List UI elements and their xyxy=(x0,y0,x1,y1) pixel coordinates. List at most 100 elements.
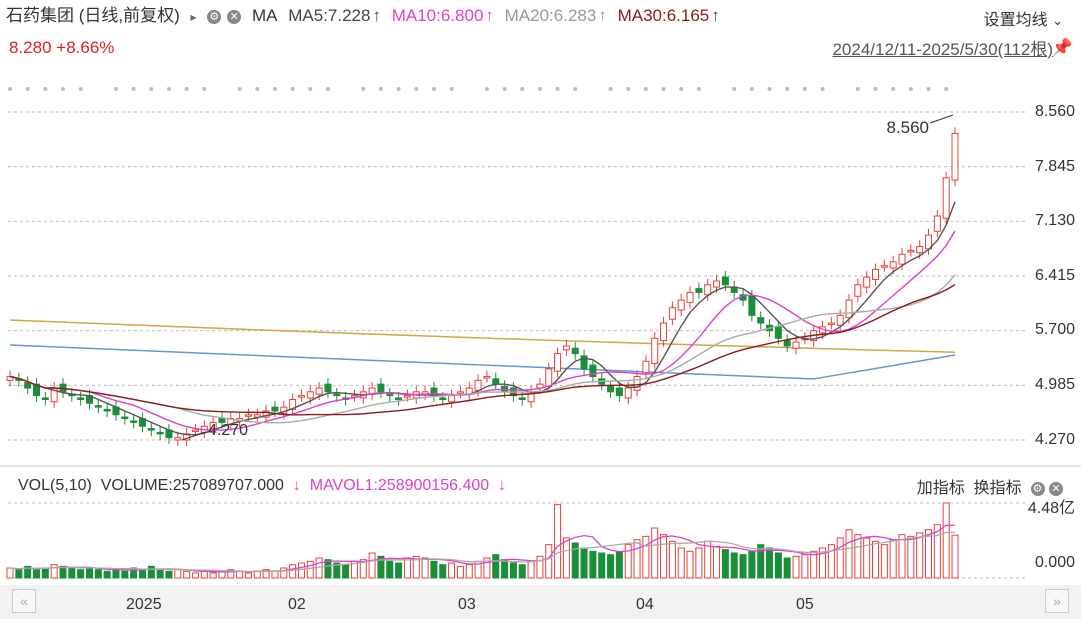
candle-body xyxy=(191,429,199,433)
event-marker xyxy=(696,87,701,91)
event-marker xyxy=(520,87,525,91)
volume-bar xyxy=(253,570,261,579)
y-tick-label: 4.985 xyxy=(1034,376,1075,393)
candle-body xyxy=(456,391,464,394)
volume-bar xyxy=(721,549,729,579)
candle-body xyxy=(492,378,500,385)
date-range[interactable]: 2024/12/11-2025/5/30(112根) xyxy=(832,40,1053,59)
gear-icon[interactable]: ⚙ xyxy=(207,10,222,24)
low-arrow xyxy=(181,431,207,441)
candle-body xyxy=(156,431,164,435)
volume-bar xyxy=(695,547,703,579)
candle-body xyxy=(218,418,226,423)
ma10-line xyxy=(9,230,956,431)
candle-body xyxy=(24,382,32,389)
candle-body xyxy=(315,387,323,395)
event-marker xyxy=(785,87,790,91)
event-marker xyxy=(60,87,65,91)
pin-icon[interactable]: 📌 xyxy=(1051,38,1073,57)
event-marker xyxy=(325,87,330,91)
volume-bar xyxy=(545,544,553,579)
switch-indicator-button[interactable]: 换指标 xyxy=(973,480,1022,497)
volume-bar xyxy=(41,567,49,579)
expand-arrow-icon[interactable]: ▸ xyxy=(190,10,197,24)
candle-body xyxy=(147,428,155,431)
volume-bar xyxy=(359,559,367,579)
event-marker xyxy=(25,87,30,91)
event-marker xyxy=(272,87,277,91)
candle-body xyxy=(668,307,676,320)
y-tick-label: 5.700 xyxy=(1034,321,1075,338)
down-arrow-icon: ↓ xyxy=(292,477,301,494)
candle-body xyxy=(571,347,579,355)
event-marker xyxy=(361,87,366,91)
timeline-scrollbar[interactable]: « » xyxy=(0,585,1081,619)
candle-body xyxy=(333,393,341,397)
event-marker xyxy=(202,87,207,91)
scroll-left-icon[interactable]: « xyxy=(12,589,36,613)
x-tick-label: 2025 xyxy=(126,596,162,613)
candle-body xyxy=(651,337,659,365)
volume-bar xyxy=(368,552,376,579)
volume-bar xyxy=(942,502,950,579)
event-marker xyxy=(502,87,507,91)
volume-bar xyxy=(571,542,579,579)
volume-bar xyxy=(68,567,76,579)
candle-body xyxy=(271,406,279,412)
volume-bar xyxy=(412,555,420,579)
event-marker xyxy=(944,87,949,91)
volume-bar xyxy=(757,544,765,579)
add-indicator-button[interactable]: 加指标 xyxy=(916,480,965,497)
chevron-down-icon: ⌄ xyxy=(1052,13,1063,28)
volume-bar xyxy=(465,564,473,579)
volume-bar xyxy=(395,562,403,579)
event-marker xyxy=(43,87,48,91)
set-ma-button[interactable]: 设置均线 ⌄ xyxy=(984,6,1063,30)
volume-bar xyxy=(792,555,800,579)
event-marker xyxy=(166,87,171,91)
volume-bar xyxy=(15,569,23,579)
volume-bar xyxy=(518,564,526,579)
ma5-value: MA5:7.228 xyxy=(288,6,371,25)
volume-bar xyxy=(147,565,155,579)
volume-bar xyxy=(668,540,676,579)
candle-body xyxy=(686,291,694,303)
volume-bar xyxy=(713,545,721,579)
volume-bar xyxy=(85,567,93,579)
volume-bar xyxy=(200,570,208,579)
stock-name[interactable]: 石药集团 (日线,前复权) xyxy=(6,6,180,25)
event-marker xyxy=(573,87,578,91)
x-tick-label: 04 xyxy=(636,596,654,613)
candle-body xyxy=(748,295,756,316)
volume-bar xyxy=(589,550,597,579)
candle-body xyxy=(889,261,897,269)
candle-body xyxy=(386,393,394,397)
volume-bar xyxy=(448,562,456,579)
close-icon[interactable]: ✕ xyxy=(227,10,242,24)
candle-body xyxy=(448,395,456,403)
candle-body xyxy=(306,391,314,399)
candle-body xyxy=(677,299,685,311)
event-marker xyxy=(290,87,295,91)
volume-bar xyxy=(624,544,632,579)
volume-bar xyxy=(607,554,615,579)
close-icon[interactable]: ✕ xyxy=(1049,482,1063,496)
candle-body xyxy=(94,405,102,408)
candle-body xyxy=(695,288,703,293)
candle-body xyxy=(863,276,871,288)
scroll-right-icon[interactable]: » xyxy=(1045,589,1069,613)
volume-bar xyxy=(933,524,941,579)
candle-body xyxy=(474,379,482,391)
volume-bar xyxy=(916,532,924,579)
candle-body xyxy=(545,368,553,387)
y-tick-label: 8.560 xyxy=(1034,103,1075,120)
ma-label: MA xyxy=(252,6,278,25)
ma20-value: MA20:6.283 xyxy=(504,6,597,25)
ma10-value: MA10:6.800 xyxy=(391,6,484,25)
chart-header: 石药集团 (日线,前复权) ▸ ⚙ ✕ MA MA5:7.228 ↑ MA10:6.… xyxy=(6,6,726,27)
candle-body xyxy=(244,414,252,417)
volume-bar xyxy=(297,562,305,579)
gear-icon[interactable]: ⚙ xyxy=(1030,482,1045,496)
volume-bar xyxy=(907,535,915,579)
